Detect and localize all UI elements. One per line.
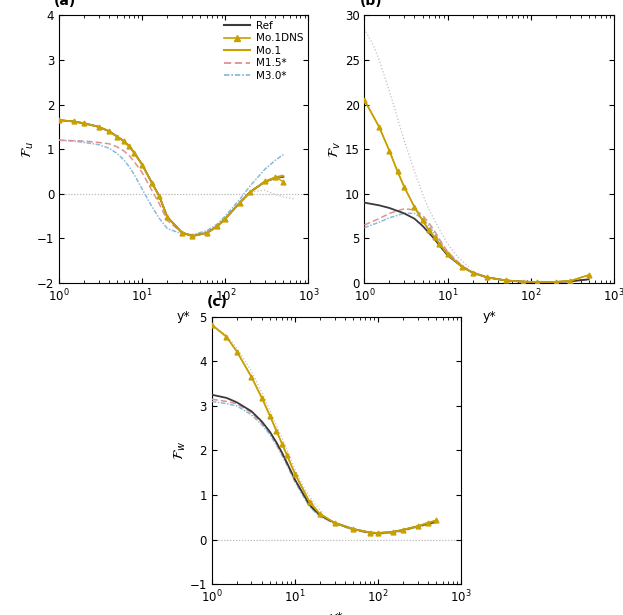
X-axis label: y*: y* [330,611,343,615]
Legend: Ref, Mo.1DNS, Mo.1, M1.5*, M3.0*: Ref, Mo.1DNS, Mo.1, M1.5*, M3.0* [224,20,303,81]
X-axis label: y*: y* [482,310,496,323]
Y-axis label: $\mathcal{F}_v$: $\mathcal{F}_v$ [328,141,343,157]
X-axis label: y*: y* [177,310,191,323]
Text: (b): (b) [359,0,382,7]
Y-axis label: $\mathcal{F}_w$: $\mathcal{F}_w$ [173,441,188,460]
Y-axis label: $\mathcal{F}_u$: $\mathcal{F}_u$ [20,141,36,157]
Text: (a): (a) [54,0,77,7]
Text: (c): (c) [207,295,228,309]
